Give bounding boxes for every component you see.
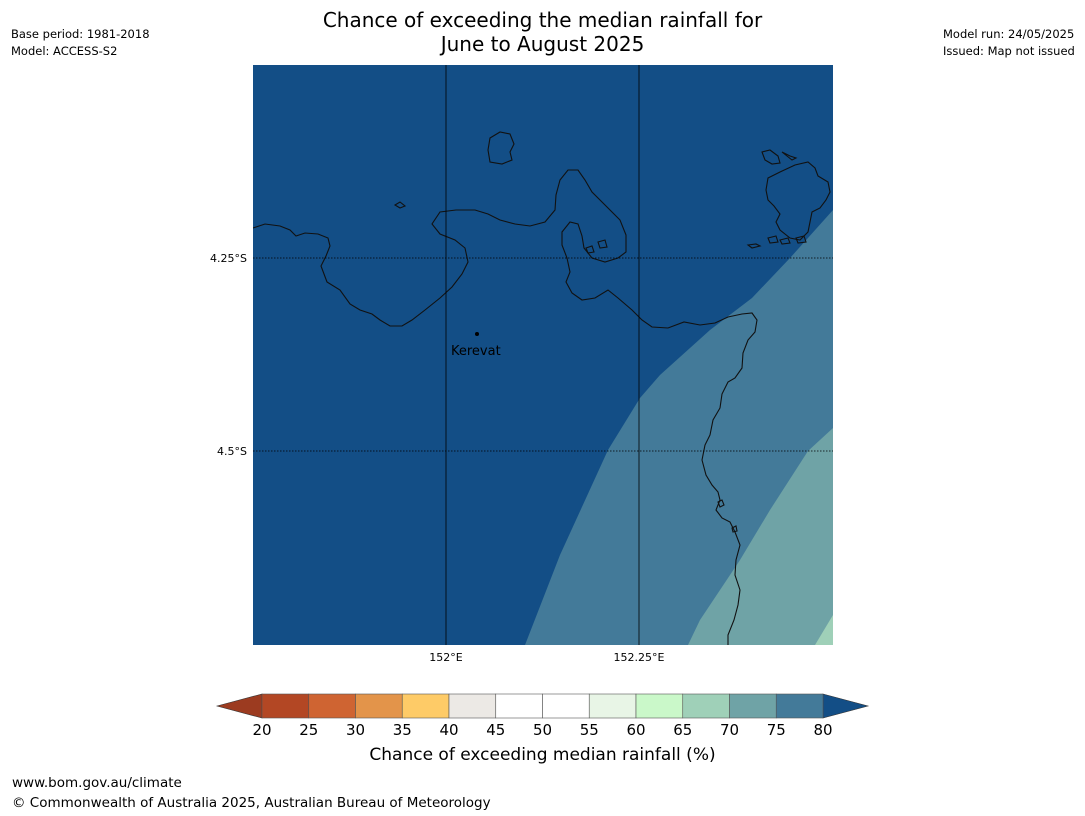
kerevat-marker (475, 332, 479, 336)
colorbar-tick-label: 65 (673, 721, 692, 739)
colorbar-over-arrow (822, 693, 870, 719)
meta-left: Base period: 1981-2018 Model: ACCESS-S2 (11, 26, 150, 60)
lon-label-152-25: 152.25°E (614, 651, 665, 664)
zone-60-65 (815, 615, 833, 645)
colorbar-tick-label: 55 (580, 721, 599, 739)
colorbar-segment (308, 693, 356, 719)
colorbar-under-arrow (215, 693, 263, 719)
colorbar-segment (401, 693, 450, 719)
colorbar-tick-label: 70 (720, 721, 739, 739)
map-area (253, 65, 833, 645)
colorbar-segment (495, 693, 543, 719)
colorbar-segment (542, 693, 590, 719)
footer-copyright: © Commonwealth of Australia 2025, Austra… (12, 795, 491, 811)
lat-label-4-25: 4.25°S (210, 252, 247, 265)
colorbar-segment (729, 693, 777, 719)
colorbar-segment (588, 693, 637, 719)
colorbar-tick-label: 50 (533, 721, 552, 739)
footer-url[interactable]: www.bom.gov.au/climate (12, 775, 182, 791)
colorbar-segment (635, 693, 684, 719)
title-line-1: Chance of exceeding the median rainfall … (322, 8, 763, 32)
colorbar-tick-label: 25 (299, 721, 318, 739)
meta-right: Model run: 24/05/2025 Issued: Map not is… (943, 26, 1075, 60)
colorbar-tick-label: 75 (767, 721, 786, 739)
colorbar-tick-label: 30 (346, 721, 365, 739)
colorbar-tick-label: 35 (393, 721, 412, 739)
colorbar-segment (448, 693, 497, 719)
colorbar-tick-label: 45 (486, 721, 505, 739)
colorbar-title: Chance of exceeding median rainfall (%) (369, 745, 716, 765)
coastline (253, 131, 831, 645)
model-run-text: Model run: 24/05/2025 (943, 27, 1075, 41)
lat-label-4-5: 4.5°S (217, 445, 247, 458)
zone-65-70 (688, 428, 833, 645)
colorbar-segment (775, 693, 824, 719)
colorbar-tick-label: 60 (626, 721, 645, 739)
graticule (253, 65, 833, 645)
colorbar-segment (261, 693, 310, 719)
colorbar-tick-label: 80 (813, 721, 832, 739)
lon-label-152: 152°E (429, 651, 462, 664)
colorbar-segment (682, 693, 730, 719)
title-line-2: June to August 2025 (440, 32, 645, 56)
colorbar-ticks: 20 25 30 35 40 45 50 55 60 65 70 75 80 (252, 721, 832, 739)
issued-text: Issued: Map not issued (943, 44, 1075, 58)
colorbar-tick-label: 20 (252, 721, 271, 739)
model-text: Model: ACCESS-S2 (11, 44, 118, 58)
colorbar (215, 693, 870, 719)
colorbar-tick-label: 40 (439, 721, 458, 739)
kerevat-label: Kerevat (451, 344, 501, 359)
base-period-text: Base period: 1981-2018 (11, 27, 150, 41)
colorbar-segment (355, 693, 403, 719)
